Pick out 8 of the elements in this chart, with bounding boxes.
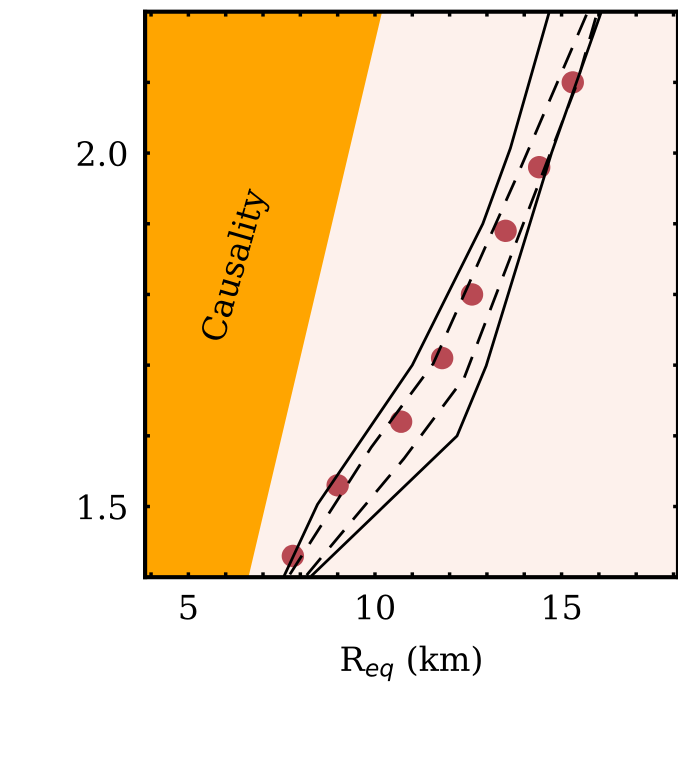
x-tick-label: 5 <box>180 594 196 620</box>
y-tick-label: 2.0 <box>78 141 126 166</box>
y-tick-label: 1.5 <box>79 494 126 520</box>
point <box>390 410 412 433</box>
x-tick-label: 15 <box>544 594 580 620</box>
point <box>494 220 517 242</box>
x-axis-title: R$_{eq}$ (km) <box>341 646 481 682</box>
x-tick-label: 10 <box>358 594 394 620</box>
